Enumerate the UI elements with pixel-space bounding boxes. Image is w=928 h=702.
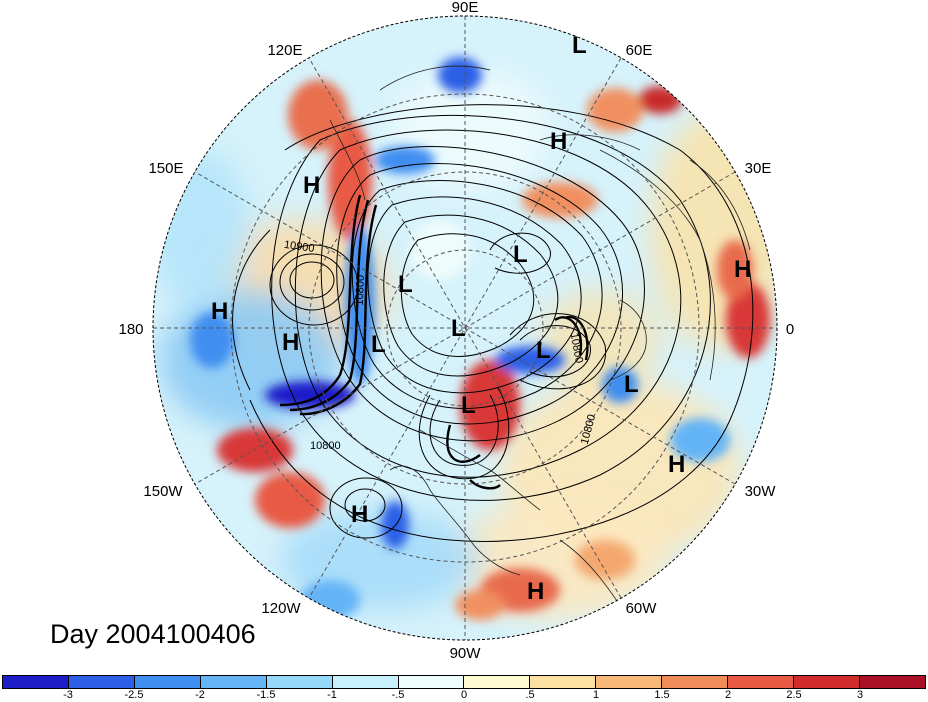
color-legend-swatch bbox=[596, 676, 663, 688]
lon-label-30e: 30E bbox=[745, 160, 772, 177]
color-legend-tick-label: -1.5 bbox=[256, 689, 276, 701]
jet-stream-contours bbox=[279, 194, 589, 490]
coastlines bbox=[329, 65, 751, 621]
pressure-center-mark: L bbox=[398, 271, 413, 298]
pressure-center-mark: L bbox=[371, 331, 386, 358]
lon-label-150e: 150E bbox=[148, 160, 183, 177]
lon-label-120e: 120E bbox=[267, 42, 302, 59]
pressure-center-mark: H bbox=[211, 298, 228, 325]
color-legend-tick-label: -3 bbox=[63, 689, 73, 701]
meridian-lines bbox=[153, 16, 777, 640]
lon-label-30w: 30W bbox=[745, 483, 777, 500]
lon-label-90w: 90W bbox=[450, 645, 482, 662]
color-legend-swatch bbox=[662, 676, 729, 688]
color-legend-swatch bbox=[464, 676, 531, 688]
lon-label-60w: 60W bbox=[626, 600, 658, 617]
color-legend-swatch bbox=[859, 676, 925, 688]
lon-label-90e: 90E bbox=[452, 0, 479, 16]
color-legend-swatch bbox=[266, 676, 333, 688]
color-legend-swatch bbox=[332, 676, 399, 688]
pressure-center-mark: H bbox=[668, 451, 685, 478]
color-legend-tick-label: .5 bbox=[525, 689, 535, 701]
color-legend-tick-label: 0 bbox=[460, 689, 468, 701]
pressure-center-mark: L bbox=[624, 371, 639, 398]
pressure-center-mark: H bbox=[282, 329, 299, 356]
lon-label-120w: 120W bbox=[261, 600, 301, 617]
lon-label-150w: 150W bbox=[143, 483, 183, 500]
color-legend-tick-label: -1 bbox=[327, 689, 337, 701]
pressure-center-mark: H bbox=[351, 501, 368, 528]
contour-label: 10900 bbox=[283, 239, 315, 255]
map-disk bbox=[153, 16, 777, 640]
pressure-center-mark: L bbox=[536, 337, 551, 364]
color-legend-tick-label: 2.5 bbox=[786, 689, 802, 701]
contour-label: 10800 bbox=[568, 332, 585, 364]
pressure-center-mark: L bbox=[451, 315, 466, 342]
color-legend-swatch bbox=[728, 676, 795, 688]
lon-label-180: 180 bbox=[118, 321, 143, 338]
lon-label-0: 0 bbox=[786, 321, 794, 338]
pressure-center-mark: L bbox=[513, 241, 528, 268]
pressure-center-mark: H bbox=[734, 256, 751, 283]
pressure-center-mark: H bbox=[550, 128, 567, 155]
pressure-center-markers: L H H L H H H L L L L L L H H H bbox=[211, 32, 751, 605]
color-legend-swatch bbox=[530, 676, 597, 688]
color-legend-swatch bbox=[68, 676, 135, 688]
pressure-center-mark: L bbox=[572, 32, 587, 59]
pressure-center-mark: L bbox=[461, 392, 476, 419]
height-contours bbox=[232, 104, 754, 542]
color-legend-tick-label: -2.5 bbox=[124, 689, 144, 701]
contour-labels: 10900 10800 10800 10800 10800 bbox=[283, 239, 598, 452]
color-legend-tick-label: 1 bbox=[592, 689, 600, 701]
color-legend-tick-label: 3 bbox=[856, 689, 864, 701]
color-legend-tick-label: 2 bbox=[724, 689, 732, 701]
pressure-center-mark: H bbox=[527, 578, 544, 605]
color-legend-tick-label: -2 bbox=[195, 689, 205, 701]
contour-label: 10800 bbox=[310, 440, 341, 452]
longitude-labels: 90E 60E 30E 0 30W 60W 90W 120W 150W 180 … bbox=[118, 0, 794, 662]
color-legend-swatch bbox=[398, 676, 465, 688]
color-legend-swatch bbox=[134, 676, 201, 688]
color-legend-swatch bbox=[794, 676, 860, 688]
polar-stereographic-map: 10900 10800 10800 10800 10800 L H H L H … bbox=[118, 0, 794, 662]
lon-label-60e: 60E bbox=[626, 42, 653, 59]
color-legend-bar bbox=[2, 675, 926, 689]
day-title: Day 2004100406 bbox=[50, 619, 256, 649]
color-legend-tick-label: -.5 bbox=[391, 689, 405, 701]
color-legend-tick-label: 1.5 bbox=[654, 689, 670, 701]
color-legend-labels: -3 -2.5 -2 -1.5 -1 -.5 0 .5 1 1.5 2 2.5 3 bbox=[2, 690, 926, 702]
pressure-center-mark: H bbox=[303, 172, 320, 199]
map-boundary bbox=[152, 15, 778, 641]
contour-label: 10800 bbox=[354, 275, 367, 306]
color-legend-swatch bbox=[200, 676, 267, 688]
color-legend-swatch bbox=[3, 676, 69, 688]
